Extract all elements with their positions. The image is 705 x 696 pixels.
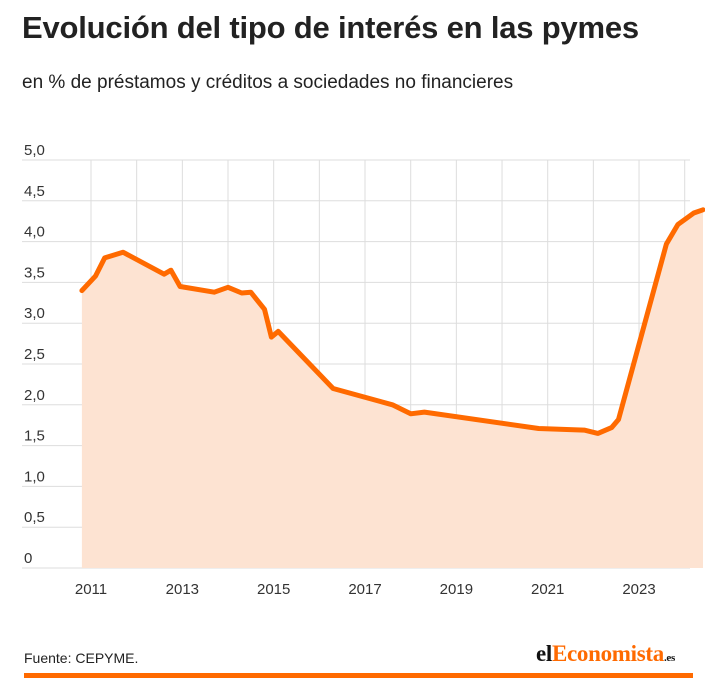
chart-subtitle: en % de préstamos y créditos a sociedade… bbox=[22, 72, 514, 93]
y-tick-label: 2,5 bbox=[24, 346, 45, 363]
y-tick-label: 1,0 bbox=[24, 468, 45, 485]
brand-logo-part1: el bbox=[535, 641, 552, 666]
x-tick-label: 2013 bbox=[166, 581, 199, 598]
y-tick-label: 0,5 bbox=[24, 509, 45, 526]
x-tick-label: 2023 bbox=[622, 581, 655, 598]
x-tick-label: 2021 bbox=[531, 581, 564, 598]
brand-logo: elEconomista.es bbox=[536, 641, 675, 667]
brand-logo-part3: .es bbox=[663, 652, 675, 664]
y-tick-label: 4,0 bbox=[24, 224, 45, 241]
x-tick-label: 2019 bbox=[440, 581, 473, 598]
line-layer bbox=[79, 207, 705, 436]
chart-title: Evolución del tipo de interés en las pym… bbox=[22, 10, 639, 45]
x-tick-label: 2015 bbox=[257, 581, 290, 598]
y-axis: 0 0,5 1,0 1,5 2,0 2,5 3,0 3,5 4,0 4,5 5,0 bbox=[24, 142, 45, 567]
brand-logo-part2: Economista bbox=[551, 641, 664, 666]
x-tick-label: 2017 bbox=[348, 581, 381, 598]
bottom-rule bbox=[24, 673, 693, 678]
y-tick-label: 5,0 bbox=[24, 142, 45, 159]
y-tick-label: 3,0 bbox=[24, 305, 45, 322]
y-tick-label: 0 bbox=[24, 550, 32, 567]
x-tick-label: 2011 bbox=[75, 581, 107, 598]
y-tick-label: 3,5 bbox=[24, 264, 45, 281]
y-tick-label: 1,5 bbox=[24, 428, 45, 445]
y-tick-label: 2,0 bbox=[24, 387, 45, 404]
area-layer bbox=[81, 209, 703, 569]
y-tick-label: 4,5 bbox=[24, 183, 45, 200]
source-note: Fuente: CEPYME. bbox=[24, 650, 139, 666]
series-area bbox=[81, 209, 703, 569]
x-axis: 2011 2013 2015 2017 2019 2021 2023 bbox=[75, 581, 656, 598]
